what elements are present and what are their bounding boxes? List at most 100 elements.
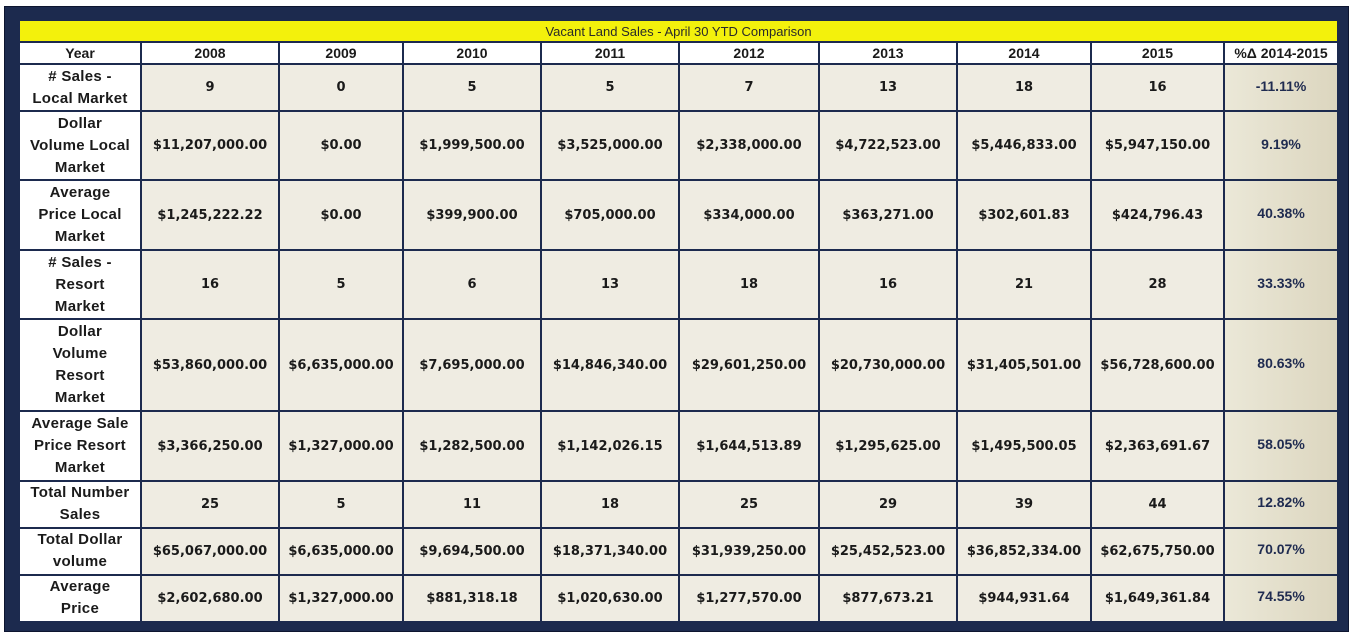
pct-change-value: 80.63%	[1257, 355, 1305, 372]
table-cell: 25	[140, 479, 280, 529]
row-label-line: Volume	[52, 345, 108, 363]
table-cell: 5	[402, 63, 542, 112]
table-cell: $399,900.00	[402, 179, 542, 251]
row-label-line: Average	[49, 578, 111, 596]
table-body: # Sales - Local Market 9 0 5 5 7 13 18 16 -11.11% D…	[18, 63, 1340, 624]
pct-change-cell: 74.55%	[1222, 573, 1340, 624]
table-cell: $65,067,000.00	[140, 526, 280, 576]
table-cell: $1,495,500.05	[956, 410, 1092, 482]
pct-change-value: 40.38%	[1257, 205, 1305, 222]
table-cell: $25,452,523.00	[818, 526, 958, 576]
table-cell: $705,000.00	[540, 179, 680, 251]
table-cell: $877,673.21	[818, 573, 958, 624]
table-cell: 16	[140, 248, 280, 321]
pct-change-value: 12.82%	[1257, 494, 1305, 511]
pct-change-cell: 33.33%	[1222, 248, 1340, 321]
table-cell: 16	[818, 248, 958, 321]
pct-change-cell: 80.63%	[1222, 318, 1340, 413]
table-container: Vacant Land Sales - April 30 YTD Compari…	[17, 19, 1340, 624]
table-cell: $9,694,500.00	[402, 526, 542, 576]
row-label-line: Price	[60, 600, 100, 618]
column-header-year-2013: 2013	[818, 41, 958, 65]
table-cell: $334,000.00	[678, 179, 820, 251]
table-cell: 29	[818, 479, 958, 529]
column-header-pct-change: %Δ 2014-2015	[1222, 41, 1340, 65]
row-label-line: Market	[54, 459, 106, 477]
row-label-line: Average	[49, 184, 111, 202]
table-cell: $56,728,600.00	[1090, 318, 1225, 413]
table-row: Average Price Local Market $1,245,222.22 $0.…	[18, 179, 1340, 251]
table-cell: 25	[678, 479, 820, 529]
pct-change-value: -11.11%	[1255, 77, 1307, 94]
table-frame: Vacant Land Sales - April 30 YTD Compari…	[4, 6, 1349, 632]
table-cell: $302,601.83	[956, 179, 1092, 251]
table-cell: $424,796.43	[1090, 179, 1225, 251]
table-cell: $31,405,501.00	[956, 318, 1092, 413]
table-cell: 7	[678, 63, 820, 112]
row-label-line: Total Number	[30, 484, 130, 502]
row-label-line: Price Local	[38, 206, 122, 224]
row-label: Dollar Volume Resort Market	[18, 318, 142, 413]
table-row: # Sales - Resort Market 16 5 6 13 18 16 21 28 33.33…	[18, 248, 1340, 321]
table-cell: $18,371,340.00	[540, 526, 680, 576]
row-label: # Sales - Local Market	[18, 63, 142, 112]
table-cell: $1,282,500.00	[402, 410, 542, 482]
table-cell: $4,722,523.00	[818, 109, 958, 182]
table-cell: 11	[402, 479, 542, 529]
table-cell: $36,852,334.00	[956, 526, 1092, 576]
table-row: Total Number Sales 25 5 11 18 25 29 39 44 12.82%	[18, 479, 1340, 529]
table-row: Total Dollar volume $65,067,000.00 $6,635,0…	[18, 526, 1340, 576]
table-cell: $1,644,513.89	[678, 410, 820, 482]
row-label-line: Price Resort	[34, 437, 126, 455]
table-cell: 28	[1090, 248, 1225, 321]
table-cell: $3,366,250.00	[140, 410, 280, 482]
table-cell: $1,245,222.22	[140, 179, 280, 251]
table-title: Vacant Land Sales - April 30 YTD Compari…	[17, 19, 1340, 43]
row-label-line: volume	[52, 553, 108, 571]
table-cell: $20,730,000.00	[818, 318, 958, 413]
table-cell: $1,295,625.00	[818, 410, 958, 482]
row-label: Average Price	[18, 573, 142, 624]
column-header-year: Year	[18, 41, 142, 65]
table-cell: $1,649,361.84	[1090, 573, 1225, 624]
table-cell: $29,601,250.00	[678, 318, 820, 413]
row-label-line: Dollar	[57, 114, 103, 132]
table-cell: $31,939,250.00	[678, 526, 820, 576]
table-cell: $6,635,000.00	[278, 526, 404, 576]
title-row: Vacant Land Sales - April 30 YTD Compari…	[17, 19, 1340, 43]
table-cell: 18	[678, 248, 820, 321]
column-header-year-2014: 2014	[956, 41, 1092, 65]
row-label-line: Market	[54, 297, 106, 315]
pct-change-value: 33.33%	[1257, 274, 1305, 291]
table-cell: 6	[402, 248, 542, 321]
row-label-line: Average Sale	[31, 415, 129, 433]
table-cell: $1,327,000.00	[278, 573, 404, 624]
table-cell: 13	[540, 248, 680, 321]
row-label-line: Market	[54, 158, 106, 176]
row-label: Average Sale Price Resort Market	[18, 410, 142, 482]
table-row: Average Price $2,602,680.00 $1,327,000.00 $8…	[18, 573, 1340, 624]
table-cell: 5	[540, 63, 680, 112]
row-label-line: Local Market	[32, 89, 128, 107]
table-cell: $53,860,000.00	[140, 318, 280, 413]
table-cell: $5,446,833.00	[956, 109, 1092, 182]
table-cell: $6,635,000.00	[278, 318, 404, 413]
row-label-line: # Sales -	[48, 253, 112, 271]
table-cell: 0	[278, 63, 404, 112]
table-cell: 16	[1090, 63, 1225, 112]
pct-change-value: 74.55%	[1257, 588, 1305, 605]
table-cell: $3,525,000.00	[540, 109, 680, 182]
table-cell: 5	[278, 248, 404, 321]
table-cell: $0.00	[278, 109, 404, 182]
row-label-line: Market	[54, 389, 106, 407]
pct-change-cell: 70.07%	[1222, 526, 1340, 576]
table-row: Average Sale Price Resort Market $3,366,250…	[18, 410, 1340, 482]
row-label: Total Dollar volume	[18, 526, 142, 576]
pct-change-cell: 40.38%	[1222, 179, 1340, 251]
column-header-year-2011: 2011	[540, 41, 680, 65]
row-label-line: Dollar	[57, 323, 103, 341]
table-cell: $2,602,680.00	[140, 573, 280, 624]
table-cell: 9	[140, 63, 280, 112]
table-cell: $14,846,340.00	[540, 318, 680, 413]
table-cell: $1,142,026.15	[540, 410, 680, 482]
